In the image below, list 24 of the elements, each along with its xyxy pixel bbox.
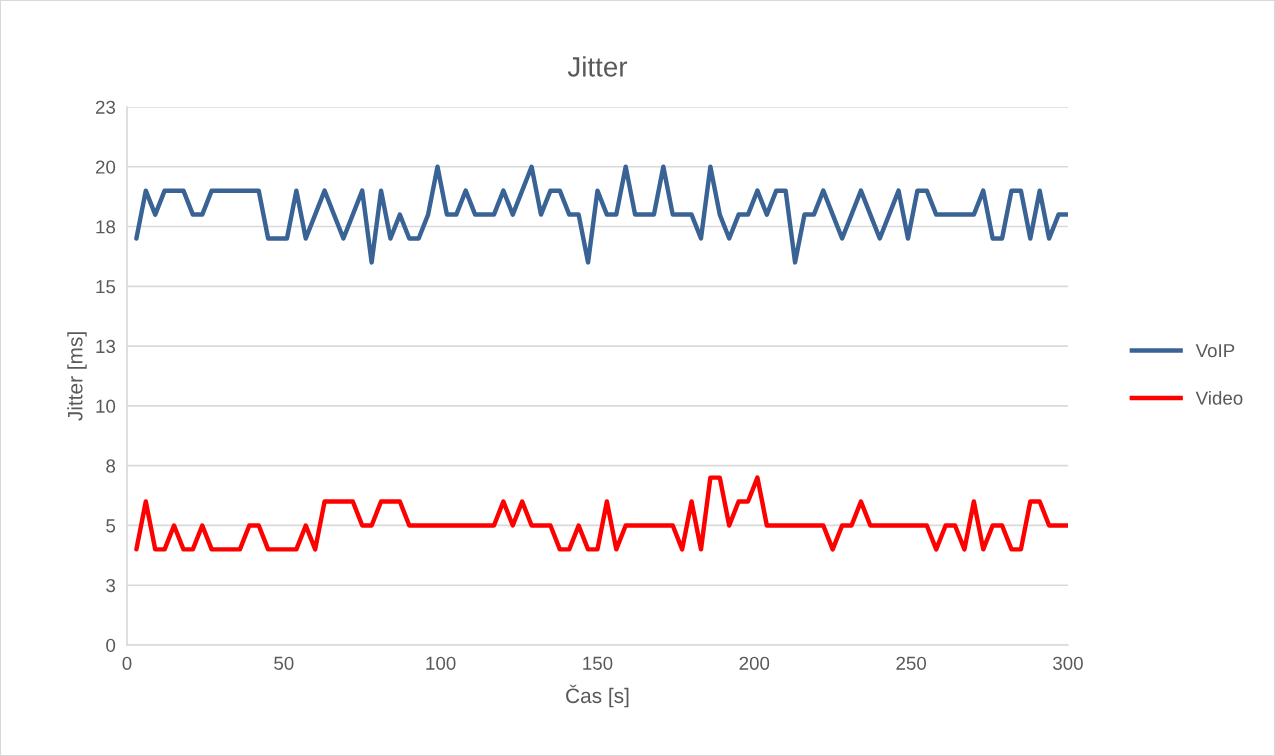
y-tick-label: 23	[95, 100, 116, 114]
y-tick-label: 10	[96, 399, 116, 413]
y-tick-label: 13	[96, 339, 116, 354]
y-tick-label: 20	[95, 160, 116, 174]
y-axis-title: Jitter [ms]	[67, 332, 87, 421]
x-tick-label: 50	[274, 656, 294, 670]
x-tick-label: 300	[1053, 656, 1083, 670]
x-tick-label: 250	[896, 656, 927, 670]
y-tick-label: 8	[106, 459, 116, 473]
chart-title: Jitter	[567, 56, 628, 77]
x-tick-label: 200	[739, 656, 770, 670]
y-tick-label: 0	[106, 638, 116, 652]
line-series	[134, 475, 1068, 552]
y-tick-label: 3	[106, 578, 116, 593]
y-tick-label: 15	[96, 280, 116, 294]
x-tick-label: 100	[426, 656, 456, 670]
x-tick-label: 0	[122, 656, 132, 670]
x-axis-title: Čas [s]	[566, 684, 629, 708]
legend-label: VoIP	[1195, 344, 1235, 358]
line-series	[134, 164, 1068, 265]
y-tick-label: 5	[106, 519, 116, 533]
x-tick-label: 150	[583, 656, 613, 670]
y-tick-label: 18	[96, 220, 116, 234]
legend-label: Video	[1195, 391, 1243, 405]
